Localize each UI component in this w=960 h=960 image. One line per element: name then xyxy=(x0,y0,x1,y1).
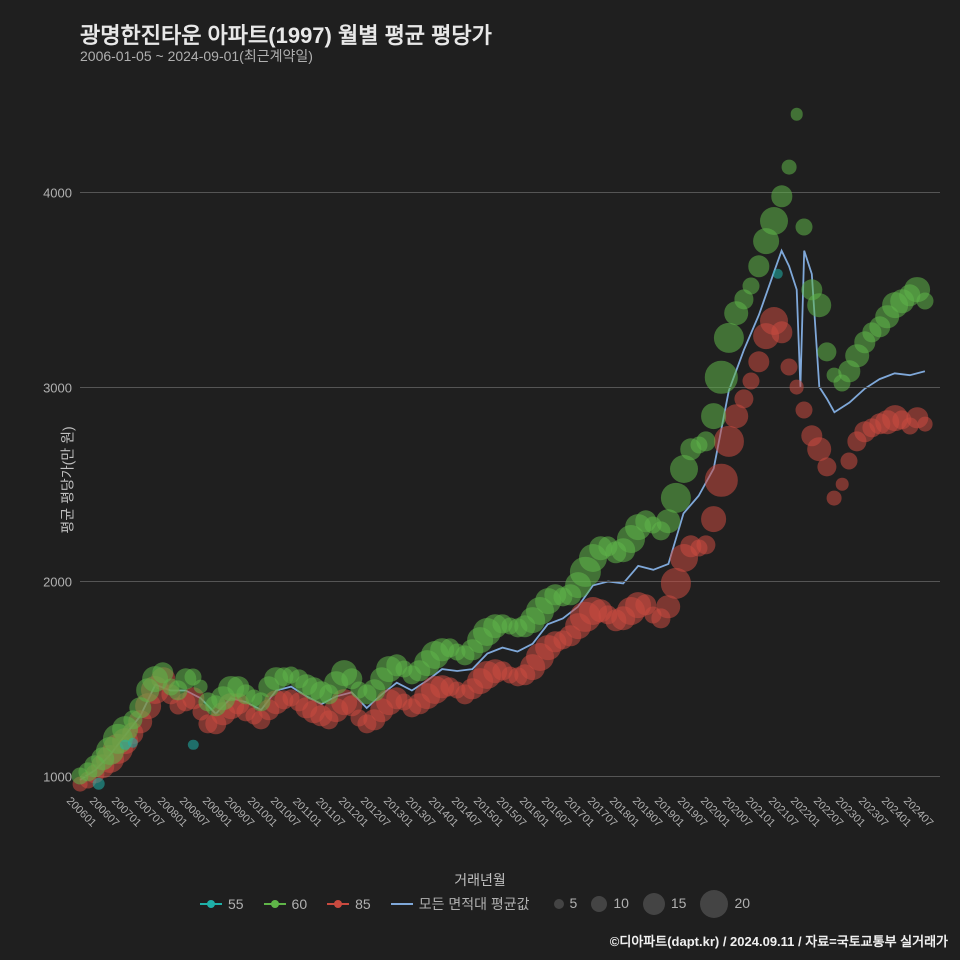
point-85 xyxy=(841,452,858,469)
legend-item-55: 55 xyxy=(200,896,244,912)
legend-item-avg: 모든 면적대 평균값 xyxy=(391,894,530,914)
size-legend-label: 5 xyxy=(570,895,578,911)
legend-size: 5 10 15 20 xyxy=(550,890,761,918)
legend: 55 60 85 모든 면적대 평균값 5 10 15 20 xyxy=(0,890,960,918)
point-60 xyxy=(790,108,803,121)
point-60 xyxy=(743,277,760,294)
gridline: 1000 xyxy=(80,776,940,777)
point-60 xyxy=(808,293,832,317)
legend-label-85: 85 xyxy=(355,896,371,912)
point-60 xyxy=(916,293,933,310)
y-axis-label: 평균 평당가(만 원) xyxy=(58,426,78,533)
size-legend-bubble xyxy=(591,896,607,912)
plot-area: 1000200030004000200601200607200701200707… xyxy=(80,95,940,815)
size-legend-bubble xyxy=(700,890,728,918)
chart-subtitle: 2006-01-05 ~ 2024-09-01(최근계약일) xyxy=(80,46,313,66)
ytick-label: 3000 xyxy=(43,380,72,395)
point-60 xyxy=(782,160,797,175)
legend-item-85: 85 xyxy=(327,896,371,912)
point-60 xyxy=(796,219,813,236)
gridline: 4000 xyxy=(80,192,940,193)
legend-label-55: 55 xyxy=(228,896,244,912)
ytick-label: 2000 xyxy=(43,575,72,590)
point-85 xyxy=(789,379,804,394)
point-60 xyxy=(657,509,681,533)
legend-label-avg: 모든 면적대 평균값 xyxy=(419,894,530,914)
point-85 xyxy=(781,359,798,376)
point-60 xyxy=(760,207,788,235)
size-legend-bubble xyxy=(643,893,665,915)
legend-label-60: 60 xyxy=(292,896,308,912)
ytick-label: 4000 xyxy=(43,186,72,201)
size-legend-label: 15 xyxy=(671,895,687,911)
point-60 xyxy=(701,403,727,429)
x-axis-label: 거래년월 xyxy=(454,870,506,890)
point-85 xyxy=(701,506,727,532)
size-legend-label: 10 xyxy=(613,895,629,911)
point-85 xyxy=(657,595,681,619)
point-85 xyxy=(743,373,760,390)
size-legend-bubble xyxy=(554,899,564,909)
gridline: 3000 xyxy=(80,387,940,388)
gridline: 2000 xyxy=(80,581,940,582)
legend-item-60: 60 xyxy=(264,896,308,912)
point-85 xyxy=(836,478,849,491)
size-legend-label: 20 xyxy=(734,895,750,911)
point-85 xyxy=(796,402,813,419)
point-85 xyxy=(827,490,842,505)
point-85 xyxy=(918,416,933,431)
credit-text: ©디아파트(dapt.kr) / 2024.09.11 / 자료=국토교통부 실… xyxy=(610,931,948,950)
ytick-label: 1000 xyxy=(43,770,72,785)
point-55 xyxy=(93,778,106,791)
